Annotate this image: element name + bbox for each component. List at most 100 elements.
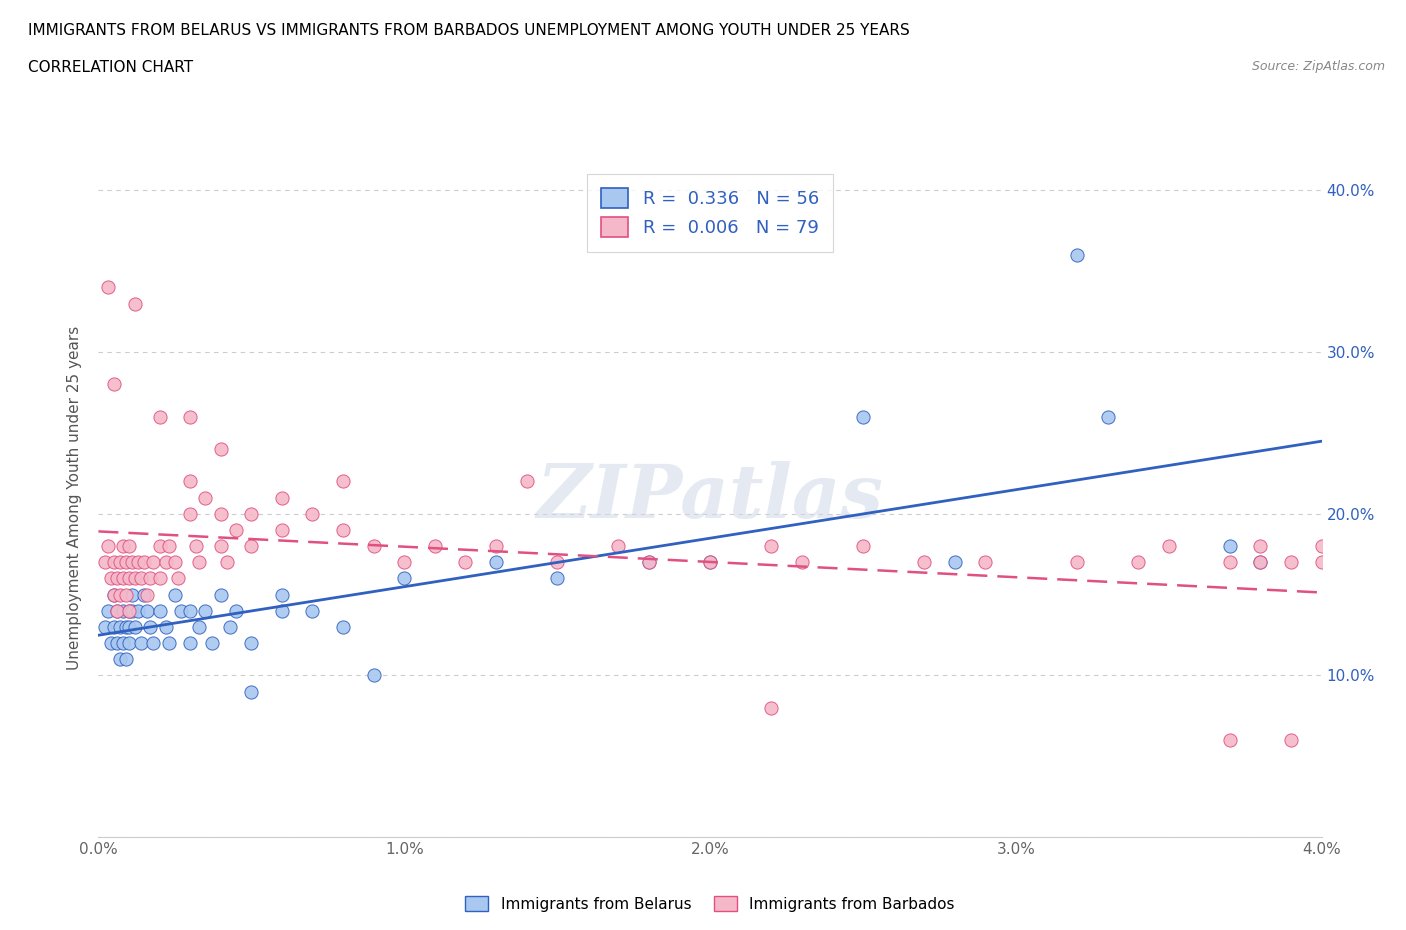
- Point: [1066, 555, 1088, 570]
- Point: [1128, 555, 1150, 570]
- Point: [699, 555, 721, 570]
- Point: [149, 604, 172, 618]
- Point: [157, 635, 180, 650]
- Point: [97, 280, 120, 295]
- Point: [423, 538, 446, 553]
- Point: [115, 587, 138, 602]
- Point: [124, 571, 146, 586]
- Point: [115, 555, 138, 570]
- Point: [194, 490, 217, 505]
- Point: [115, 652, 138, 667]
- Point: [108, 652, 131, 667]
- Point: [188, 555, 211, 570]
- Point: [149, 538, 172, 553]
- Point: [149, 409, 172, 424]
- Point: [637, 555, 661, 570]
- Point: [105, 571, 128, 586]
- Point: [105, 604, 128, 618]
- Point: [209, 442, 232, 457]
- Point: [1279, 733, 1302, 748]
- Point: [332, 619, 354, 634]
- Point: [118, 635, 141, 650]
- Point: [759, 700, 782, 715]
- Point: [163, 587, 186, 602]
- Point: [974, 555, 997, 570]
- Point: [1219, 733, 1241, 748]
- Point: [1310, 555, 1333, 570]
- Point: [103, 587, 125, 602]
- Text: Source: ZipAtlas.com: Source: ZipAtlas.com: [1251, 60, 1385, 73]
- Point: [134, 555, 156, 570]
- Point: [240, 538, 263, 553]
- Point: [270, 523, 294, 538]
- Point: [240, 506, 263, 521]
- Point: [118, 604, 141, 618]
- Point: [118, 571, 141, 586]
- Point: [111, 604, 134, 618]
- Point: [93, 555, 115, 570]
- Text: ZIPatlas: ZIPatlas: [537, 461, 883, 534]
- Point: [1249, 555, 1271, 570]
- Point: [1310, 538, 1333, 553]
- Point: [637, 555, 661, 570]
- Point: [108, 587, 131, 602]
- Point: [1249, 555, 1271, 570]
- Point: [121, 604, 143, 618]
- Point: [179, 474, 201, 489]
- Point: [1249, 538, 1271, 553]
- Point: [124, 619, 146, 634]
- Point: [219, 619, 242, 634]
- Point: [852, 538, 875, 553]
- Point: [225, 604, 247, 618]
- Point: [179, 635, 201, 650]
- Point: [194, 604, 217, 618]
- Point: [209, 587, 232, 602]
- Point: [97, 604, 120, 618]
- Point: [111, 538, 134, 553]
- Point: [363, 538, 385, 553]
- Point: [97, 538, 120, 553]
- Point: [240, 684, 263, 699]
- Point: [163, 555, 186, 570]
- Point: [139, 571, 162, 586]
- Point: [699, 555, 721, 570]
- Point: [103, 377, 125, 392]
- Point: [1219, 538, 1241, 553]
- Point: [186, 538, 208, 553]
- Point: [188, 619, 211, 634]
- Point: [108, 555, 131, 570]
- Point: [129, 635, 152, 650]
- Point: [105, 635, 128, 650]
- Point: [1279, 555, 1302, 570]
- Point: [103, 619, 125, 634]
- Point: [852, 409, 875, 424]
- Point: [332, 523, 354, 538]
- Point: [127, 555, 149, 570]
- Point: [215, 555, 238, 570]
- Point: [179, 604, 201, 618]
- Point: [115, 619, 138, 634]
- Point: [139, 619, 162, 634]
- Point: [516, 474, 538, 489]
- Point: [179, 409, 201, 424]
- Point: [170, 604, 193, 618]
- Point: [142, 635, 165, 650]
- Point: [392, 571, 416, 586]
- Point: [155, 619, 177, 634]
- Point: [912, 555, 935, 570]
- Point: [111, 635, 134, 650]
- Point: [136, 587, 159, 602]
- Point: [392, 555, 416, 570]
- Point: [225, 523, 247, 538]
- Legend: Immigrants from Belarus, Immigrants from Barbados: Immigrants from Belarus, Immigrants from…: [460, 889, 960, 918]
- Point: [301, 506, 323, 521]
- Point: [118, 619, 141, 634]
- Point: [607, 538, 630, 553]
- Point: [127, 604, 149, 618]
- Point: [209, 538, 232, 553]
- Point: [363, 668, 385, 683]
- Point: [485, 538, 508, 553]
- Point: [118, 604, 141, 618]
- Point: [270, 490, 294, 505]
- Point: [270, 587, 294, 602]
